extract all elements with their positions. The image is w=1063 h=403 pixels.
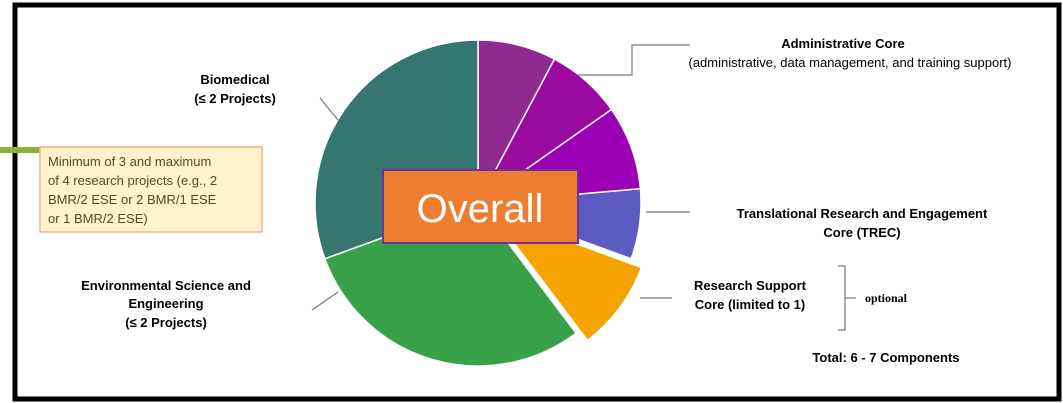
research-support-label: Research Support — [694, 278, 807, 293]
note-line: Minimum of 3 and maximum — [48, 154, 211, 169]
total-label: Total: 6 - 7 Components — [812, 350, 959, 365]
optional-label: optional — [865, 291, 908, 305]
environmental-label: Environmental Science and — [81, 278, 251, 293]
environmental-label: Engineering — [128, 296, 203, 311]
accent-bar — [0, 147, 42, 153]
note-box — [39, 146, 263, 233]
note-line: BMR/2 ESE or 2 BMR/1 ESE — [48, 192, 217, 207]
note-line: or 1 BMR/2 ESE) — [48, 211, 148, 226]
research-support-label: Core (limited to 1) — [695, 297, 806, 312]
leader — [311, 291, 339, 311]
admin-label: Administrative Core — [781, 36, 905, 51]
admin-label: (administrative, data management, and tr… — [688, 55, 1011, 70]
overall-box — [382, 169, 579, 244]
biomedical-label: Biomedical — [200, 72, 269, 87]
leader — [578, 44, 690, 76]
environmental-label: (≤ 2 Projects) — [125, 315, 207, 330]
frame — [12, 2, 1062, 402]
overall-label: Overall — [417, 187, 544, 231]
trec-label: Translational Research and Engagement — [737, 206, 988, 221]
leader — [319, 97, 339, 121]
note-line: of 4 research projects (e.g., 2 — [48, 173, 217, 188]
biomedical-label: (≤ 2 Projects) — [194, 91, 276, 106]
trec-label: Core (TREC) — [823, 225, 900, 240]
